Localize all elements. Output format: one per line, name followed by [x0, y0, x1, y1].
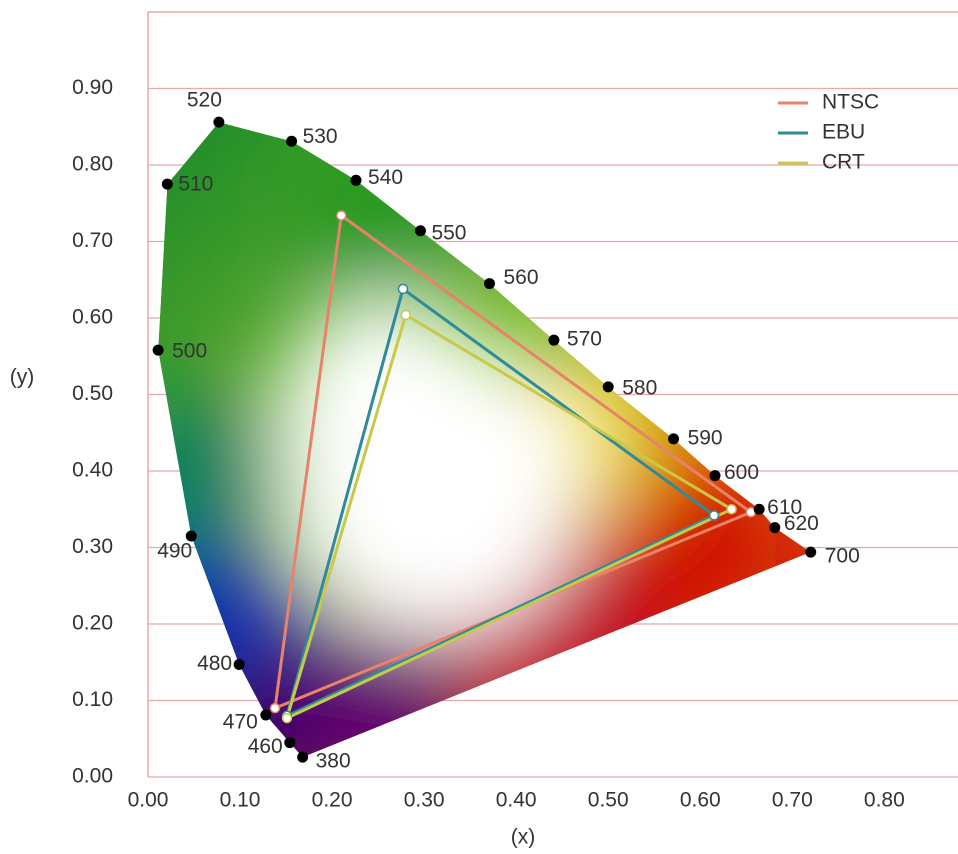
wavelength-point [548, 335, 559, 346]
y-tick-label: 0.50 [72, 382, 113, 405]
y-tick-label: 0.60 [72, 306, 113, 329]
legend-label: EBU [822, 121, 865, 144]
wavelength-label: 600 [724, 461, 759, 484]
wavelength-label: 470 [223, 711, 258, 734]
wavelength-label: 540 [368, 166, 403, 189]
y-tick-label: 0.90 [72, 76, 113, 99]
page: (y) (x) 0.00 0.10 0.20 0.30 0.40 0.50 0.60 0.70… [0, 0, 958, 854]
wavelength-label: 500 [172, 340, 207, 363]
wavelength-label: 490 [157, 540, 192, 563]
wavelength-label: 520 [187, 89, 222, 112]
wavelength-label: 380 [316, 750, 351, 773]
wavelength-point [234, 659, 245, 670]
x-tick-label: 0.10 [220, 789, 261, 812]
wavelength-point [754, 504, 765, 515]
x-tick-label: 0.00 [128, 789, 169, 812]
wavelength-point [260, 710, 271, 721]
locus-fill [83, 113, 811, 819]
wavelength-label: 570 [567, 328, 602, 351]
wavelength-label: 480 [197, 652, 232, 675]
primary-point [401, 310, 410, 319]
wavelength-point [769, 522, 780, 533]
wavelength-point [284, 737, 295, 748]
color-blend [114, 391, 274, 551]
wavelength-label: 700 [825, 545, 860, 568]
wavelength-label: 560 [503, 266, 538, 289]
legend-label: NTSC [822, 91, 879, 114]
x-tick-label: 0.80 [864, 789, 905, 812]
wavelength-point [668, 433, 679, 444]
wavelength-point [710, 470, 721, 481]
primary-point [337, 211, 346, 220]
x-tick-label: 0.40 [496, 789, 537, 812]
primary-point [271, 704, 280, 713]
y-axis-label: (y) [10, 366, 35, 389]
wavelength-label: 620 [784, 512, 819, 535]
wavelength-point [153, 345, 164, 356]
y-tick-label: 0.70 [72, 229, 113, 252]
wavelength-label: 580 [622, 376, 657, 399]
wavelength-point [286, 136, 297, 147]
x-tick-label: 0.60 [680, 789, 721, 812]
wavelength-label: 530 [303, 125, 338, 148]
color-blend [288, 626, 468, 806]
y-tick-label: 0.40 [72, 459, 113, 482]
primary-point [398, 284, 407, 293]
primary-point [282, 714, 291, 723]
wavelength-point [415, 225, 426, 236]
primary-point [710, 511, 719, 520]
wavelength-point [213, 117, 224, 128]
y-tick-label: 0.10 [72, 688, 113, 711]
y-tick-label: 0.00 [72, 765, 113, 788]
wavelength-point [297, 752, 308, 763]
x-tick-label: 0.70 [772, 789, 813, 812]
wavelength-label: 460 [248, 735, 283, 758]
y-tick-label: 0.30 [72, 535, 113, 558]
primary-point [727, 505, 736, 514]
legend-label: CRT [822, 151, 865, 174]
wavelength-point [351, 175, 362, 186]
wavelength-point [162, 179, 173, 190]
x-tick-label: 0.20 [312, 789, 353, 812]
x-tick-label: 0.30 [404, 789, 445, 812]
y-tick-label: 0.20 [72, 612, 113, 635]
x-axis-label: (x) [511, 826, 536, 849]
x-tick-label: 0.50 [588, 789, 629, 812]
chart: (y) (x) 0.00 0.10 0.20 0.30 0.40 0.50 0.60 0.70… [0, 0, 958, 854]
wavelength-label: 550 [431, 221, 466, 244]
wavelength-label: 510 [178, 173, 213, 196]
wavelength-point [603, 381, 614, 392]
wavelength-label: 590 [688, 426, 723, 449]
wavelength-point [484, 278, 495, 289]
wavelength-point [805, 547, 816, 558]
y-tick-label: 0.80 [72, 153, 113, 176]
